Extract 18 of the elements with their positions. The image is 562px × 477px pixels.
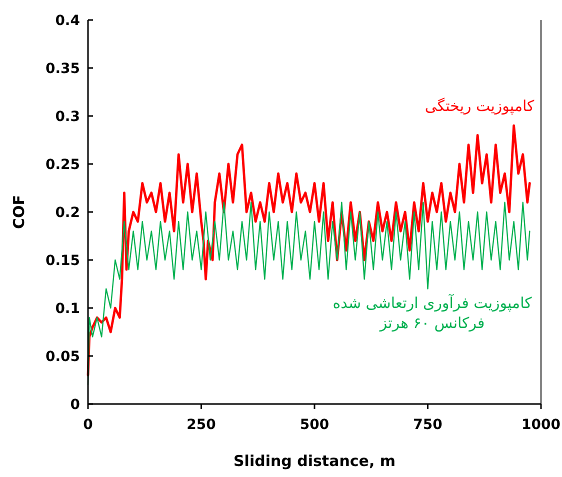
x-tick-label: 0: [83, 417, 94, 433]
x-tick-label: 1000: [522, 417, 561, 433]
y-axis-title: COF: [10, 194, 28, 230]
x-tick-label: 500: [300, 417, 330, 433]
x-tick-label: 750: [413, 417, 443, 433]
y-tick-label: 0.05: [45, 349, 80, 365]
y-tick-label: 0.4: [55, 13, 80, 29]
series-label: کامپوزیت ریختگی: [424, 97, 536, 116]
y-tick-label: 0: [70, 397, 80, 413]
x-tick-label: 250: [186, 417, 216, 433]
y-tick-label: 0.2: [55, 205, 80, 221]
y-tick-label: 0.3: [55, 109, 80, 125]
y-tick-label: 0.1: [55, 301, 80, 317]
y-tick-label: 0.35: [45, 61, 80, 77]
x-axis-title: Sliding distance, m: [234, 452, 396, 470]
series-label: کامپوزیت فرآوری ارتعاشی شده فرکانس ۶۰ هرتز: [332, 293, 533, 332]
y-tick-label: 0.25: [45, 157, 80, 173]
y-tick-label: 0.15: [45, 253, 80, 269]
